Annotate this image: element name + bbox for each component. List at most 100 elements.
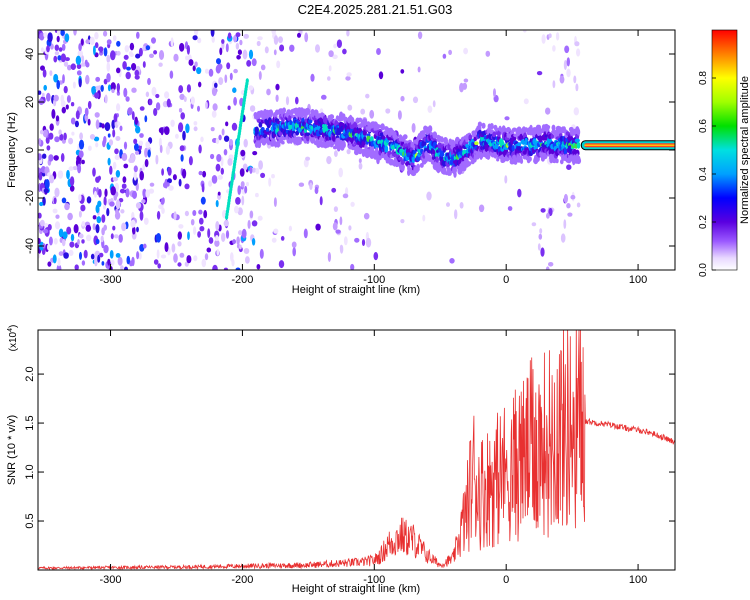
spectrogram-cell [81, 159, 85, 165]
spectrogram-cell [233, 35, 238, 43]
spectrogram-cell [247, 219, 251, 229]
spectrogram-cell [241, 195, 245, 206]
spectrogram-cell [65, 57, 70, 62]
spectrogram-cell [208, 237, 214, 244]
spectrogram-cell [71, 64, 75, 70]
spectrogram-cell [215, 163, 221, 172]
snr-panel: -300 -200 -100 0 100 0.5 1.0 1.5 2.0 Height of … [6, 325, 676, 595]
spectrogram-cell [182, 130, 186, 141]
spectrogram-cell [119, 125, 123, 132]
spectrogram-cell [39, 201, 44, 207]
spectrogram-cell [570, 194, 576, 200]
spectrogram-cell [111, 88, 115, 94]
spectrogram-cell [187, 231, 190, 240]
spectrogram-cell [576, 202, 581, 208]
snr-scale-close: ) [8, 325, 19, 328]
spectrogram-cell [81, 62, 86, 67]
spectrogram-cell [552, 45, 556, 52]
spectrogram-cell [143, 243, 147, 249]
spectrogram-cell [131, 63, 137, 71]
spectrogram-cell [116, 67, 121, 74]
spectrogram-cell [129, 42, 135, 51]
spectrogram-cell [210, 127, 215, 132]
spectrogram-cell [346, 149, 351, 155]
spectrogram-cell [179, 42, 185, 52]
spectrogram-cell [142, 46, 146, 52]
spectrogram-cell [463, 47, 468, 55]
spectrogram-cell [138, 47, 143, 57]
spectrogram-cell [138, 140, 144, 146]
spectrogram-cell [126, 255, 131, 265]
spectrogram-cell [338, 167, 344, 178]
spectrogram-cell [112, 161, 117, 170]
spectrogram-cell [115, 199, 121, 210]
spectrogram-cell [91, 86, 97, 95]
spectrogram-cell [163, 182, 168, 189]
spectrogram-cell [280, 236, 285, 241]
spectrogram-cell [156, 249, 160, 259]
spectrogram-cell [164, 242, 169, 253]
spectrogram-cell [85, 74, 90, 85]
spectrogram-cell [145, 91, 150, 98]
spectrogram-cell [54, 136, 60, 143]
spectrogram-cell [215, 200, 219, 208]
spectrogram-cell [303, 228, 308, 239]
spectrogram-marks [38, 30, 675, 270]
spectrogram-cell [249, 166, 253, 174]
spectrogram-cell [220, 156, 224, 167]
spectrogram-cell [232, 87, 237, 93]
spectrogram-cell [186, 255, 192, 264]
spectrogram-cell [365, 237, 372, 248]
spectrogram-cell [121, 152, 128, 162]
spectrogram-cell [104, 94, 108, 104]
spectrogram-cell [136, 226, 139, 233]
spectrogram-cell [226, 62, 231, 70]
spectrogram-cell [89, 36, 95, 46]
spectrogram-cell [566, 57, 570, 67]
spectrogram-cell [223, 220, 229, 227]
spectrogram-cell [215, 221, 220, 231]
spectrogram-cell [180, 112, 185, 120]
spectrogram-cell [229, 72, 233, 81]
spectrogram-cell [208, 180, 213, 187]
spectrogram-cell [264, 46, 269, 54]
x-tick-label: 100 [629, 274, 647, 286]
spectrogram-cell [193, 126, 198, 132]
spectrogram-cell [75, 110, 80, 120]
spectrogram-cell [125, 71, 131, 80]
spectrogram-cell [478, 151, 484, 159]
spectrogram-cell [67, 212, 73, 221]
spectrogram-cell [80, 204, 86, 212]
spectrogram-cell [95, 76, 101, 82]
spectrogram-cell [256, 118, 262, 123]
spectrogram-cell [567, 212, 573, 217]
spectrogram-cell [233, 96, 238, 106]
spectrogram-cell [216, 249, 220, 256]
spectrogram-cell [193, 226, 197, 235]
spectrogram-cell [95, 204, 100, 214]
spectrogram-cell [63, 132, 67, 141]
colorbar-gradient [711, 29, 738, 271]
spectrogram-cell [334, 150, 338, 158]
spectrogram-cell [101, 123, 105, 129]
spectrogram-cell [538, 233, 543, 240]
spectrogram-cell [133, 171, 137, 181]
spectrogram-cell [107, 133, 111, 138]
spectrogram-cell [92, 215, 97, 220]
spectrogram-cell [169, 70, 174, 79]
spectrogram-cell [133, 138, 138, 145]
spectrogram-cell [43, 188, 49, 193]
spectrogram-cell [385, 108, 391, 114]
spectrogram-cell [94, 190, 97, 198]
spectrogram-cell [41, 92, 45, 98]
chart-title: C2E4.2025.281.21.51.G03 [297, 2, 453, 17]
spectrogram-cell [295, 96, 299, 105]
spectrogram-cell [397, 110, 402, 120]
spectrogram-cell [77, 163, 82, 174]
spectrogram-cell [78, 139, 85, 150]
spectrogram-cell [305, 132, 311, 136]
spectrogram-cell [61, 197, 67, 204]
spectrogram-cell [55, 115, 60, 122]
spectrogram-cell [428, 126, 432, 133]
spectrogram-cell [186, 45, 190, 55]
